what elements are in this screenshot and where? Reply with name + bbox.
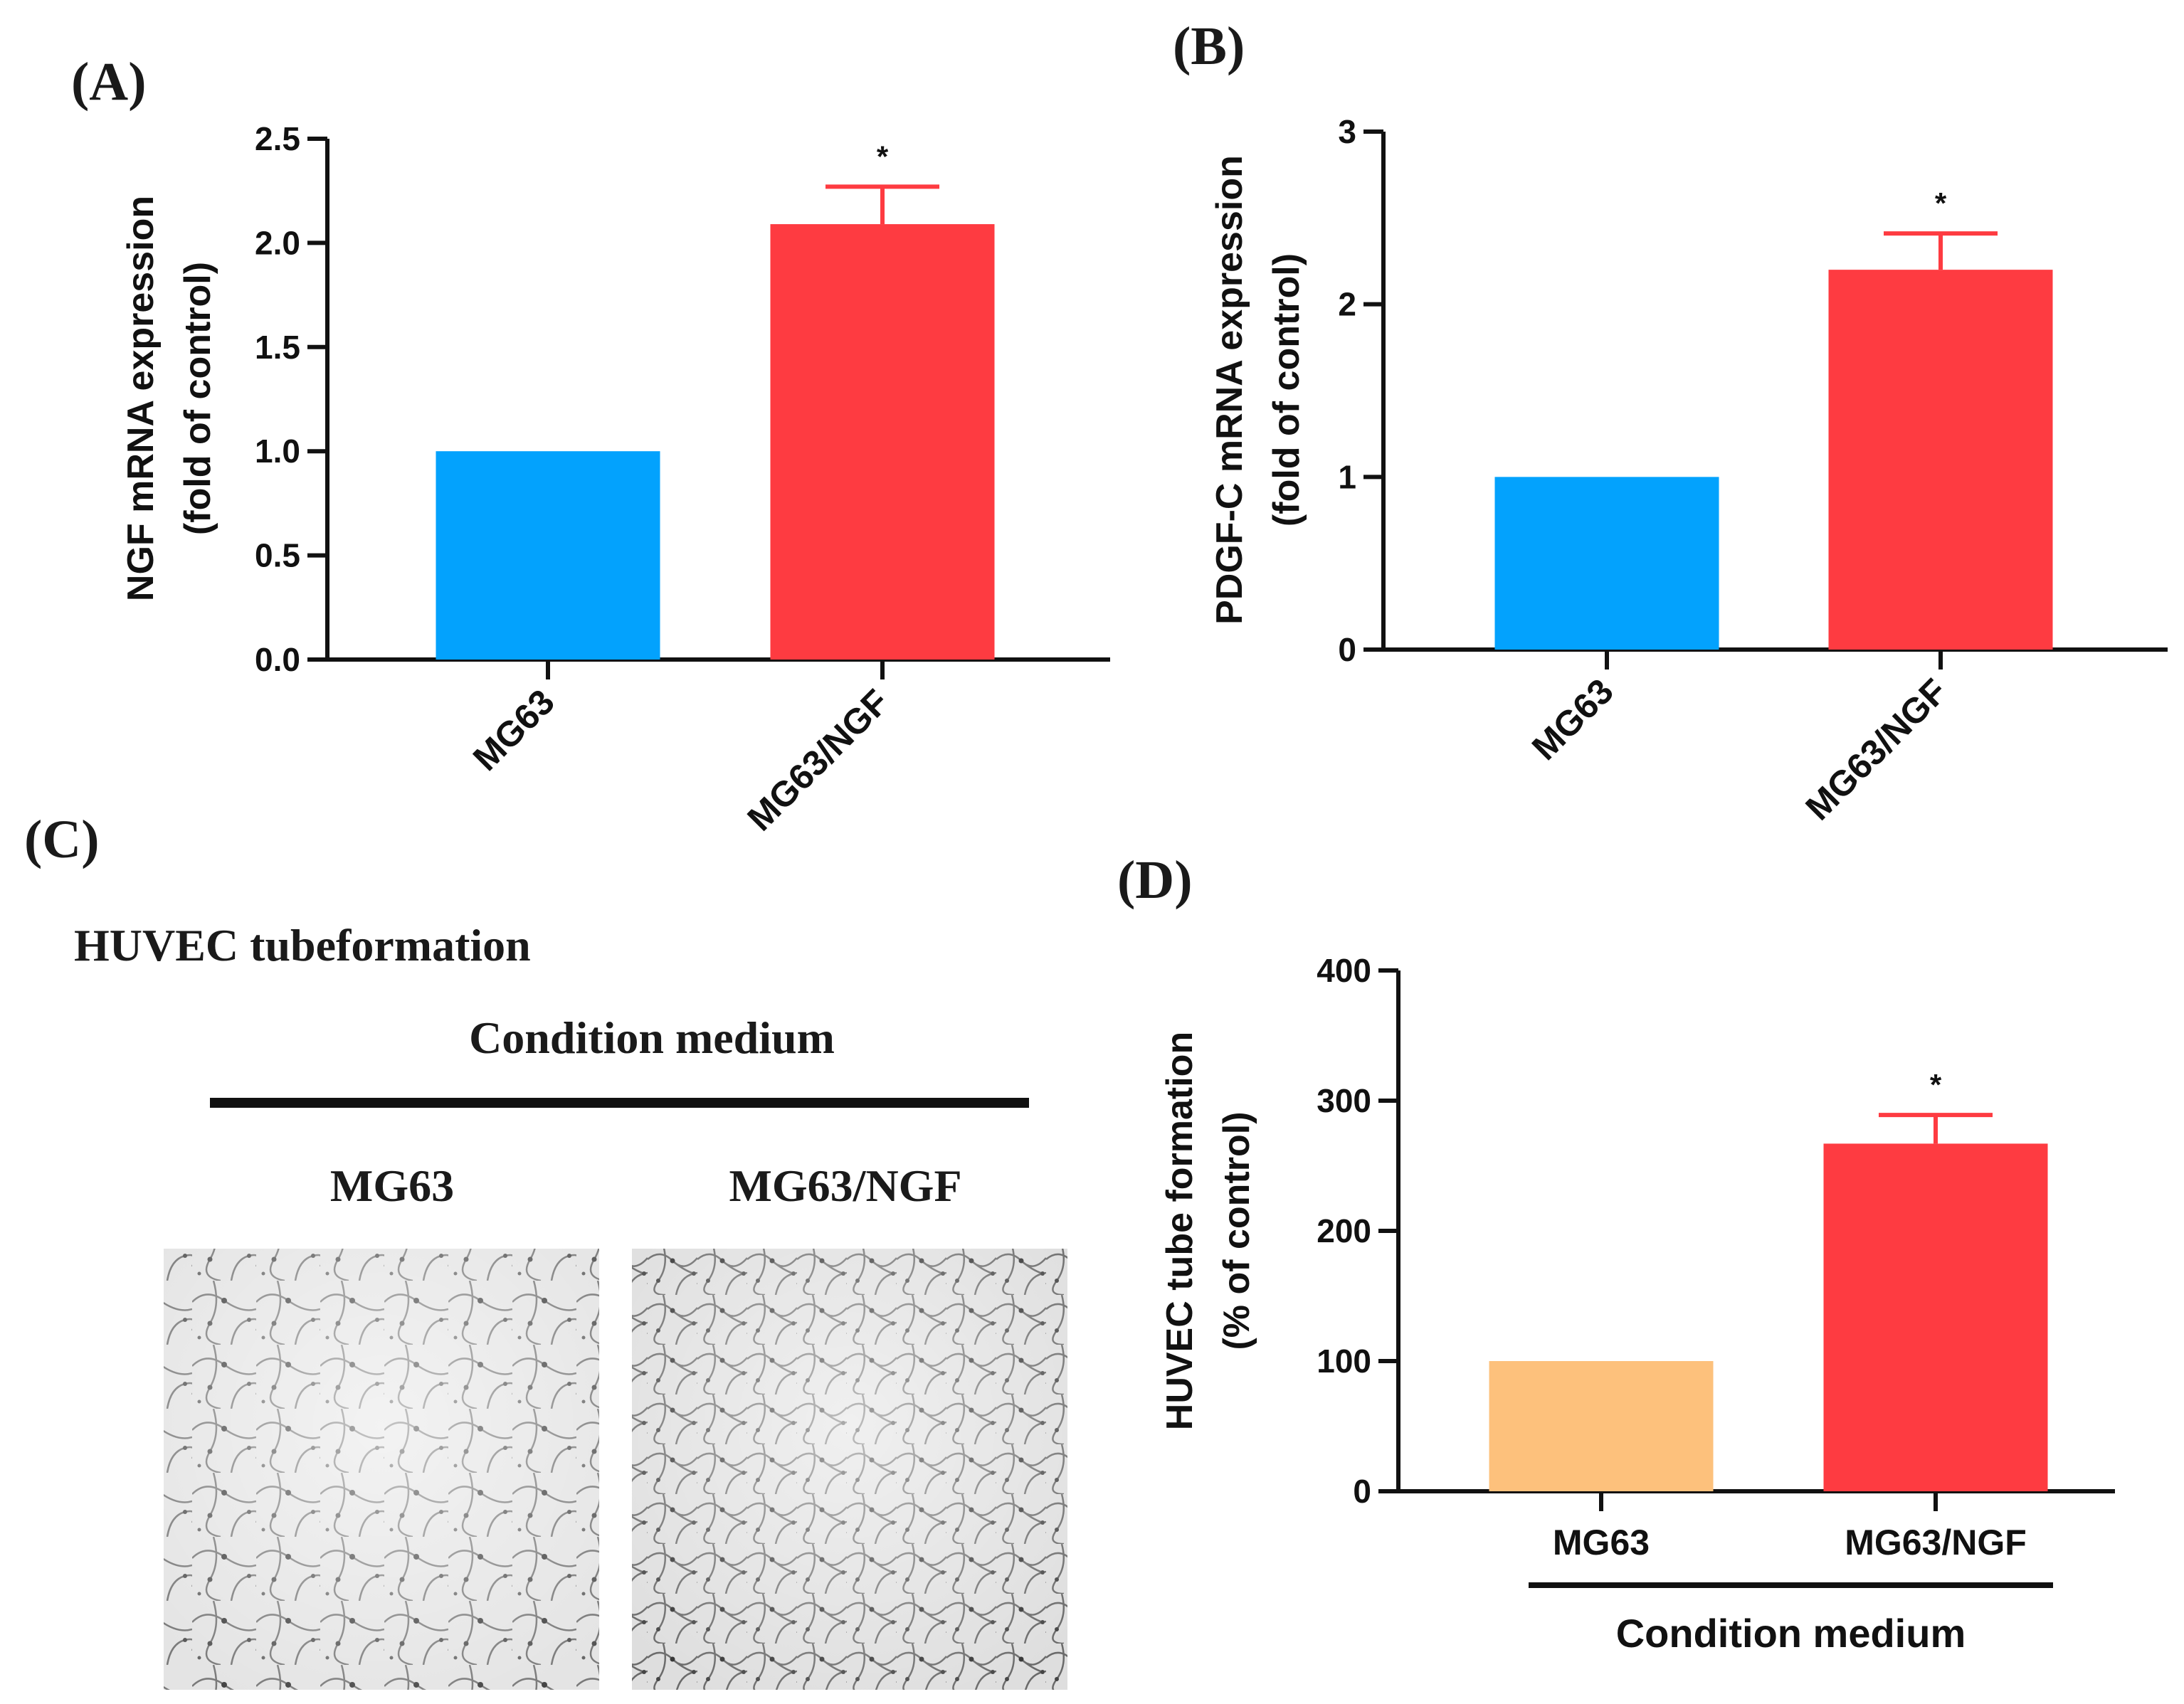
chart-a-y-tick-label: 0.5 (255, 537, 300, 574)
chart-d-bar (1489, 1361, 1714, 1491)
chart-d-y-tick-label: 0 (1353, 1473, 1371, 1510)
chart-b: 0 1 2 3 PDGF-C mRNA expression (fold of contr… (1209, 113, 2168, 828)
chart-b-x-tick-label: MG63 (1524, 671, 1621, 768)
micrograph-mg63-ngf (632, 1249, 1067, 1690)
chart-a-bar (436, 451, 660, 660)
panel-c: HUVEC tubeformation Condition medium MG6… (74, 920, 1067, 1690)
panel-c-group-label: Condition medium (469, 1012, 835, 1063)
micrograph-mg63 (164, 1249, 599, 1690)
chart-b-y-tick-label: 3 (1338, 113, 1356, 150)
panel-c-title: HUVEC tubeformation (74, 920, 531, 970)
chart-b-bar (1828, 270, 2053, 650)
chart-d-y-label: (% of control) (1216, 1111, 1257, 1350)
chart-d-y-tick-label: 200 (1317, 1212, 1371, 1249)
chart-a-y-label: (fold of control) (177, 262, 218, 535)
chart-a-bar (770, 224, 995, 660)
chart-a-y-tick-label: 2.5 (255, 120, 300, 157)
chart-a-y-tick-label: 0.0 (255, 641, 300, 678)
chart-b-significance: * (1935, 186, 1947, 220)
chart-a-y-tick-label: 1.0 (255, 433, 300, 470)
chart-d-significance: * (1930, 1068, 1942, 1101)
chart-d-x-tick-label: MG63/NGF (1845, 1523, 2027, 1562)
panel-d-label: (D) (1117, 850, 1193, 910)
chart-b-y-label: (fold of control) (1266, 253, 1307, 526)
panel-b-label: (B) (1173, 16, 1245, 76)
chart-d-x-label: Condition medium (1616, 1611, 1966, 1656)
chart-d-bar (1823, 1143, 2048, 1491)
chart-a-x-tick-label: MG63 (465, 682, 562, 778)
chart-b-x-tick-label: MG63/NGF (1798, 671, 1954, 827)
chart-a-y-tick-label: 1.5 (255, 329, 300, 366)
panel-c-label: (C) (24, 810, 100, 869)
chart-d: 0 100 200 300 400 HUVEC tube formation (% of c… (1159, 952, 2115, 1656)
panel-c-image-label-mg63: MG63 (330, 1160, 454, 1211)
chart-b-y-tick-label: 1 (1338, 458, 1356, 495)
chart-d-y-label: HUVEC tube formation (1159, 1032, 1201, 1430)
chart-d-y-tick-label: 300 (1317, 1082, 1371, 1119)
panel-c-image-label-mg63-ngf: MG63/NGF (729, 1160, 961, 1211)
chart-b-y-label: PDGF-C mRNA expression (1209, 155, 1250, 625)
chart-a: 0.0 0.5 1.0 1.5 2.0 2.5 NGF mRNA expression (fo… (120, 120, 1110, 839)
chart-a-x-tick-label: MG63/NGF (739, 682, 896, 838)
chart-a-y-tick-label: 2.0 (255, 224, 300, 261)
chart-d-x-tick-label: MG63 (1553, 1523, 1650, 1562)
chart-d-y-tick-label: 400 (1317, 952, 1371, 989)
chart-b-y-tick-label: 0 (1338, 631, 1356, 668)
panel-a-label: (A) (71, 52, 147, 112)
chart-b-y-tick-label: 2 (1338, 286, 1356, 323)
chart-b-bar (1494, 477, 1719, 650)
chart-a-significance: * (877, 139, 889, 173)
chart-d-y-tick-label: 100 (1317, 1343, 1371, 1380)
chart-a-y-label: NGF mRNA expression (120, 196, 162, 601)
